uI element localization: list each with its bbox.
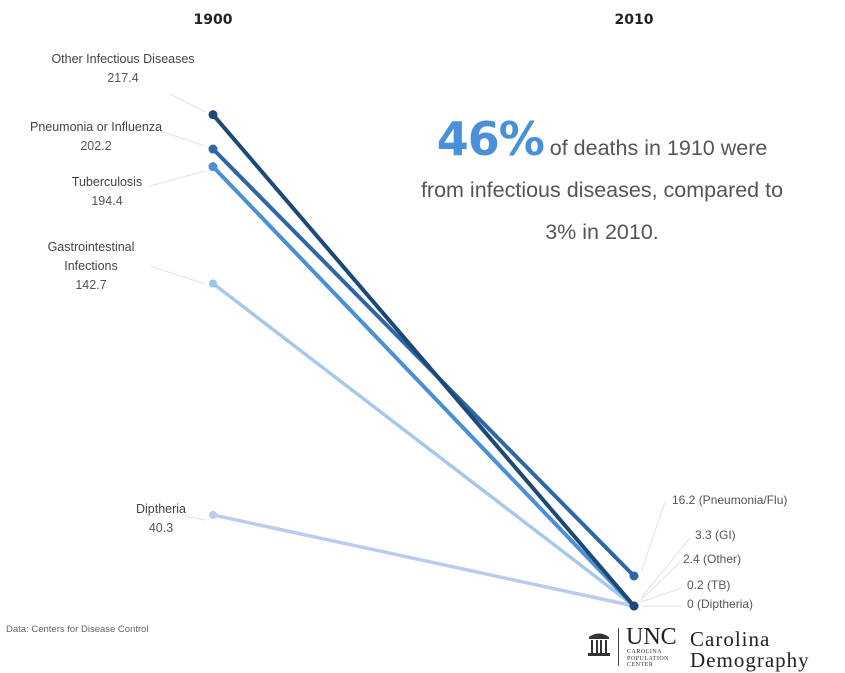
start-label-flu: Pneumonia or Influenza	[30, 120, 162, 134]
year-label-2010: 2010	[615, 12, 654, 28]
callout-text-line2: from infectious diseases, compared to	[420, 178, 784, 202]
series-line-other	[211, 112, 636, 608]
leader-line-other-1900	[169, 93, 206, 113]
callout-text-line1: of deaths in 1910 were	[543, 136, 768, 160]
callout-percentage: 46%	[436, 112, 545, 166]
callout: 46% of deaths in 1910 were from infectio…	[412, 116, 792, 253]
logo-separator	[618, 628, 619, 666]
start-value-tb: 194.4	[91, 194, 122, 208]
series-line-gi	[211, 281, 636, 608]
logo-sub-line: CENTER	[627, 662, 654, 668]
start-label-gi: Infections	[64, 259, 118, 273]
logo-unc: UNC	[626, 624, 677, 650]
start-value-flu: 202.2	[80, 139, 111, 153]
start-label-other: Other Infectious Diseases	[51, 52, 194, 66]
start-value-gi: 142.7	[75, 278, 106, 292]
point-other-1900	[208, 110, 218, 120]
series-line-dip	[211, 513, 636, 608]
leader-line-flu-2010	[640, 501, 666, 573]
logo-population-center: CAROLINA POPULATION CENTER	[627, 649, 669, 669]
point-dip-1900	[209, 510, 217, 519]
end-label-flu: 16.2 (Pneumonia/Flu)	[672, 493, 787, 507]
start-label-tb: Tuberculosis	[72, 175, 142, 189]
series-line-tb	[211, 164, 636, 608]
data-source: Data: Centers for Disease Control	[6, 624, 149, 635]
start-label-gi: Gastrointestinal	[48, 240, 135, 254]
logo-brand-carolina: Carolina	[690, 627, 771, 651]
start-value-dip: 40.3	[149, 521, 173, 535]
start-value-other: 217.4	[107, 71, 138, 85]
leader-line-dip-1900	[184, 515, 206, 521]
leader-line-other-2010	[640, 561, 681, 601]
point-flu-1900	[208, 144, 218, 154]
logo-sub-line: CAROLINA	[627, 649, 662, 655]
end-label-tb: 0.2 (TB)	[687, 578, 730, 592]
leader-line-flu-1900	[159, 130, 206, 147]
leader-line-gi-2010	[640, 537, 691, 599]
leader-line-tb-1900	[149, 170, 206, 187]
leader-line-tb-2010	[640, 587, 683, 603]
start-label-dip: Diptheria	[136, 502, 186, 516]
point-gi-1900	[209, 279, 217, 288]
end-label-other: 2.4 (Other)	[683, 552, 741, 566]
old-well-icon	[588, 633, 610, 656]
end-label-dip: 0 (Diptheria)	[687, 597, 753, 611]
end-label-gi: 3.3 (GI)	[695, 528, 736, 542]
logo-sub-line: POPULATION	[627, 655, 670, 662]
year-label-1900: 1900	[194, 12, 233, 28]
point-other-2010	[629, 601, 639, 611]
point-flu-2010	[629, 571, 639, 581]
leader-line-gi-1900	[149, 265, 206, 285]
unc-carolina-demography-logo: UNC CAROLINA POPULATION CENTER Carolina …	[586, 624, 844, 672]
callout-text-line3: 3% in 2010.	[545, 220, 659, 244]
logo-brand-demography: Demography	[690, 648, 810, 672]
point-tb-1900	[208, 162, 218, 172]
